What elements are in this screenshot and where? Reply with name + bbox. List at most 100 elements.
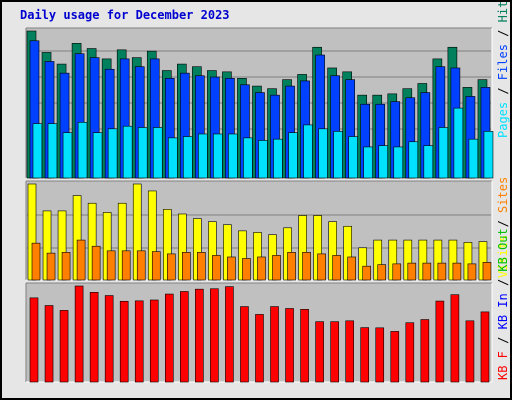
sites-bar — [362, 265, 372, 281]
pages-bar — [468, 138, 479, 179]
kbytes-bar — [285, 308, 294, 383]
legend-visits-sites: Visits / Sites — [496, 177, 510, 278]
pages-bar — [122, 125, 133, 179]
legend-item: KB In — [496, 293, 510, 329]
kbytes-bar — [345, 320, 354, 383]
pages-bar — [333, 131, 343, 179]
pages-bar — [378, 145, 389, 179]
pages-bar — [137, 127, 148, 179]
sites-bar — [377, 264, 387, 281]
kbytes-bar — [375, 327, 385, 383]
sites-bar — [121, 250, 131, 281]
kbytes-bar — [89, 292, 99, 383]
legend-separator: / — [496, 80, 510, 102]
legend-separator: / — [496, 329, 510, 351]
sites-bar — [392, 263, 402, 281]
sites-bar — [197, 252, 206, 281]
legend-separator: / — [496, 213, 510, 235]
legend-item: KB Out — [496, 228, 510, 271]
kbytes-bar — [29, 297, 39, 383]
kbytes-bar — [195, 288, 204, 383]
pages-bar — [318, 128, 328, 179]
kbytes-bar — [480, 311, 490, 383]
kbytes-bar — [104, 295, 114, 383]
pages-bar — [258, 140, 268, 179]
pages-bar — [438, 127, 449, 179]
kbytes-bar — [315, 321, 324, 383]
legend-separator: / — [496, 272, 510, 294]
sites-bar — [31, 242, 41, 281]
legend-item: Visits — [496, 235, 510, 278]
pages-bar — [77, 122, 88, 179]
sites-bar — [242, 258, 251, 281]
sites-bar — [467, 263, 477, 281]
pages-bar — [273, 138, 283, 179]
sites-bar — [61, 252, 71, 281]
kbytes-bar — [44, 305, 54, 383]
kbytes-bar — [450, 294, 460, 383]
sites-bar — [166, 253, 176, 281]
sites-bar — [407, 262, 417, 281]
pages-bar — [453, 107, 464, 179]
kbytes-bar — [180, 291, 189, 383]
kbytes-bar — [134, 300, 144, 383]
sites-bar — [347, 256, 356, 281]
sites-bar — [272, 255, 281, 281]
sites-bar — [106, 250, 116, 281]
pages-bar — [483, 131, 494, 179]
sites-bar — [182, 252, 191, 281]
sites-bar — [76, 239, 86, 281]
legend-item: Sites — [496, 177, 510, 213]
kbytes-bar — [210, 288, 219, 383]
pages-bar — [228, 133, 238, 179]
kbytes-bar — [240, 306, 249, 383]
chart-title: Daily usage for December 2023 — [20, 8, 230, 22]
sites-bar — [317, 253, 326, 281]
pages-bar — [348, 136, 358, 179]
sites-bar — [257, 256, 266, 281]
kbytes-bar — [255, 314, 264, 383]
legend-pages-files-hits: Pages / Files / Hits — [496, 2, 510, 138]
pages-bar — [393, 146, 404, 179]
sites-bar — [46, 252, 56, 281]
legend-item: KB F — [496, 351, 510, 380]
kbytes-bar — [149, 299, 159, 383]
kbytes-bar — [330, 321, 339, 383]
kbytes-bar — [360, 327, 370, 383]
kbytes-bar — [59, 310, 69, 383]
kbytes-bar — [420, 319, 430, 383]
pages-bar — [288, 132, 298, 179]
sites-bar — [482, 262, 492, 281]
pages-bar — [62, 132, 73, 179]
pages-bar — [107, 128, 118, 179]
kbytes-bar — [270, 306, 279, 383]
kbytes-bar — [164, 293, 174, 383]
sites-bar — [332, 255, 341, 281]
sites-bar — [136, 250, 146, 281]
pages-bar — [47, 123, 58, 179]
kbytes-bar — [465, 320, 475, 383]
kbytes-bar — [405, 322, 415, 383]
pages-bar — [213, 133, 223, 179]
kbytes-bar — [225, 286, 234, 383]
legend-separator: / — [496, 22, 510, 44]
kbytes-bar — [390, 331, 400, 383]
kbytes-bar — [119, 300, 129, 383]
sites-bar — [287, 252, 296, 281]
legend-item: Files — [496, 44, 510, 80]
pages-bar — [32, 123, 43, 179]
kbytes-bar — [300, 309, 309, 383]
sites-bar — [91, 245, 101, 281]
sites-bar — [212, 255, 221, 281]
sites-bar — [452, 262, 462, 281]
kbytes-bar — [435, 300, 445, 383]
legend-item: Pages — [496, 102, 510, 138]
pages-bar — [423, 145, 434, 179]
kbytes-bar — [74, 285, 84, 383]
pages-bar — [363, 146, 374, 179]
sites-bar — [302, 252, 311, 281]
legend-item: Hits — [496, 2, 510, 22]
sites-bar — [151, 251, 161, 281]
